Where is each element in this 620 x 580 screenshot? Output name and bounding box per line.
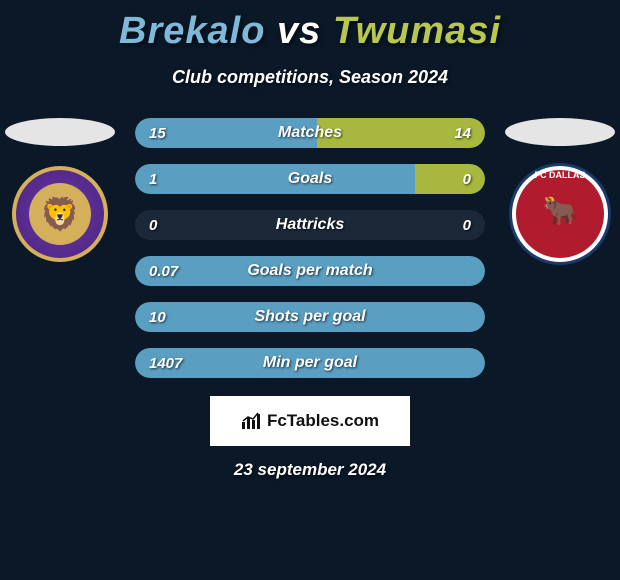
stats-column: 15 Matches 14 1 Goals 0 0 Hattricks 0 0.07 Goals p…: [135, 118, 485, 378]
club-logo-left: 🦁: [12, 166, 108, 262]
player-silhouette-right: [505, 118, 615, 146]
page-title: Brekalo vs Twumasi: [0, 0, 620, 53]
player-silhouette-left: [5, 118, 115, 146]
brand-text: FcTables.com: [267, 411, 379, 431]
stat-label: Goals: [288, 170, 332, 188]
stat-value-left: 15: [149, 125, 166, 142]
bar-right: [415, 164, 485, 194]
chart-icon: [241, 412, 263, 430]
stat-value-left: 10: [149, 309, 166, 326]
subtitle: Club competitions, Season 2024: [0, 67, 620, 88]
lion-icon: 🦁: [29, 183, 91, 245]
stat-value-left: 0: [149, 217, 157, 234]
club-right-label: FC DALLAS: [535, 170, 586, 180]
bull-icon: 🐂: [543, 194, 578, 227]
left-club-col: 🦁: [5, 118, 115, 262]
date: 23 september 2024: [0, 460, 620, 480]
stat-label: Hattricks: [276, 216, 344, 234]
player-left-name: Brekalo: [119, 10, 265, 52]
stat-label: Min per goal: [263, 354, 357, 372]
vs-text: vs: [277, 10, 321, 52]
stat-row: 15 Matches 14: [135, 118, 485, 148]
stat-row: 1 Goals 0: [135, 164, 485, 194]
stat-label: Shots per goal: [254, 308, 365, 326]
stat-row: 0 Hattricks 0: [135, 210, 485, 240]
bar-left: [135, 164, 415, 194]
player-right-name: Twumasi: [333, 10, 501, 52]
stat-label: Matches: [278, 124, 342, 142]
stat-row: 1407 Min per goal: [135, 348, 485, 378]
right-club-col: FC DALLAS 🐂: [505, 118, 615, 262]
stat-value-right: 0: [463, 171, 471, 188]
stat-label: Goals per match: [247, 262, 372, 280]
stat-value-left: 1: [149, 171, 157, 188]
stat-value-left: 0.07: [149, 263, 178, 280]
stat-row: 0.07 Goals per match: [135, 256, 485, 286]
stat-value-right: 14: [454, 125, 471, 142]
stat-row: 10 Shots per goal: [135, 302, 485, 332]
club-logo-right: FC DALLAS 🐂: [512, 166, 608, 262]
content-row: 🦁 15 Matches 14 1 Goals 0 0 Hattricks 0 0.07 Goals…: [0, 118, 620, 378]
brand-badge: FcTables.com: [210, 396, 410, 446]
stat-value-right: 0: [463, 217, 471, 234]
stat-value-left: 1407: [149, 355, 182, 372]
